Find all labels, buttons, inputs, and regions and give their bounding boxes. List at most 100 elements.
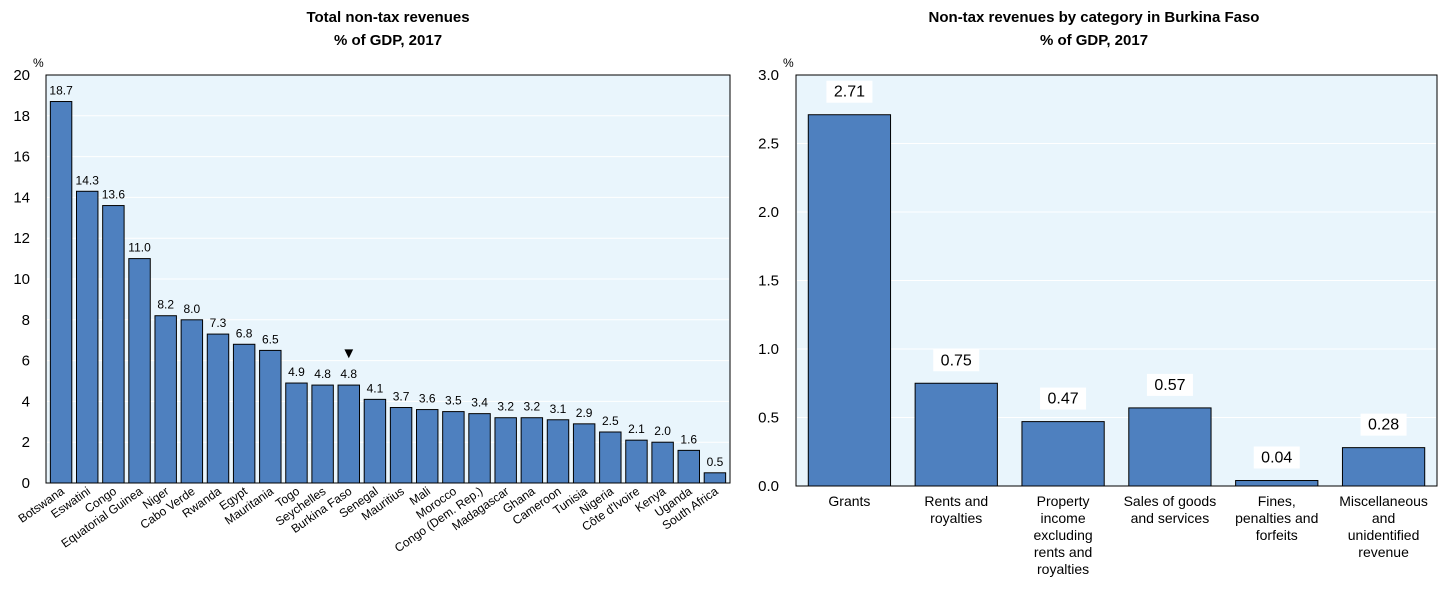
left-bar xyxy=(285,382,308,484)
left-bar xyxy=(651,441,674,484)
left-bar xyxy=(572,423,596,484)
left-bar xyxy=(363,398,387,484)
left-bar xyxy=(337,384,360,484)
right-category-label-line: and xyxy=(1372,510,1395,526)
left-value-label: 4.9 xyxy=(288,365,305,379)
right-bar xyxy=(1021,421,1105,487)
left-chart-total-non-tax-revenues: Total non-tax revenues % of GDP, 2017 % … xyxy=(13,9,731,556)
left-y-tick-label: 2 xyxy=(22,434,30,451)
left-value-label: 14.3 xyxy=(76,173,100,187)
right-y-tick-label: 0.5 xyxy=(758,410,779,427)
right-y-axis: 0.0 0.5 1.0 1.5 2.0 2.5 3.0 xyxy=(758,67,779,495)
left-y-tick-label: 18 xyxy=(13,108,30,125)
left-bar xyxy=(49,101,73,484)
left-value-label: 3.7 xyxy=(393,390,410,404)
right-value-label: 0.47 xyxy=(1048,391,1079,408)
right-category-label-line: Grants xyxy=(828,493,870,509)
right-bar xyxy=(1128,407,1212,487)
right-category-label-line: Miscellaneous xyxy=(1339,493,1428,509)
left-value-labels: 18.7 14.313.6 11.0 8.2 8.0 7.3 6.8 6.5 4.9 4.8 4.8… xyxy=(49,84,723,469)
left-bar xyxy=(494,417,517,484)
left-bar xyxy=(468,413,491,484)
right-category-label-line: unidentified xyxy=(1348,527,1420,543)
right-category-label-line: Fines, xyxy=(1258,493,1296,509)
left-y-tick-label: 20 xyxy=(13,67,30,84)
left-bar xyxy=(259,349,282,484)
left-highlight: ▼ xyxy=(341,345,356,362)
right-category-label-line: royalties xyxy=(1037,561,1089,577)
right-category-labels: Grants Rents androyaltiesPropertyincomeex… xyxy=(828,493,1428,577)
left-value-label: 4.8 xyxy=(314,367,331,381)
left-bar xyxy=(311,384,334,484)
right-y-tick-label: 0.0 xyxy=(758,478,779,495)
left-value-label: 4.1 xyxy=(367,381,384,395)
right-value-label-bg xyxy=(933,349,980,372)
left-value-label: 8.0 xyxy=(184,302,201,316)
right-category-label-line: Sales of goods xyxy=(1124,493,1217,509)
left-bar xyxy=(625,439,648,484)
right-y-unit: % xyxy=(783,56,794,70)
left-bar xyxy=(442,411,465,484)
right-value-label-bg xyxy=(1360,413,1407,436)
right-value-label-bg xyxy=(1146,373,1193,396)
right-y-tick-label: 1.0 xyxy=(758,341,779,358)
left-bar xyxy=(76,190,99,484)
right-category-label-line: royalties xyxy=(930,510,982,526)
right-bar xyxy=(807,114,892,487)
left-chart-subtitle: % of GDP, 2017 xyxy=(334,32,442,49)
left-bar xyxy=(599,431,622,484)
left-value-label: 3.5 xyxy=(445,394,462,408)
right-value-label-bg xyxy=(1253,446,1300,469)
left-bar xyxy=(677,449,700,484)
left-chart-title: Total non-tax revenues xyxy=(306,9,469,26)
left-y-tick-label: 6 xyxy=(22,353,30,370)
right-value-label: 0.28 xyxy=(1368,417,1399,434)
right-category-label-line: and services xyxy=(1131,510,1210,526)
left-value-label: 8.2 xyxy=(157,298,174,312)
right-category-label-line: Rents and xyxy=(924,493,988,509)
right-category-label-line: excluding xyxy=(1034,527,1093,543)
right-bar xyxy=(1341,447,1426,487)
left-y-tick-label: 10 xyxy=(13,271,30,288)
left-bar xyxy=(703,472,727,484)
left-y-axis: 0 2 4 6 8 10 12 14 16 18 20 xyxy=(13,67,30,492)
left-bar xyxy=(154,315,177,484)
right-bar xyxy=(914,382,998,487)
right-y-tick-label: 2.5 xyxy=(758,136,779,153)
right-category-label-line: penalties and xyxy=(1235,510,1318,526)
left-value-label: 3.4 xyxy=(471,396,488,410)
right-value-label: 0.75 xyxy=(941,352,972,369)
left-y-tick-label: 0 xyxy=(22,475,30,492)
left-bar xyxy=(232,343,256,484)
left-value-label: 6.5 xyxy=(262,332,279,346)
right-gridlines xyxy=(797,143,1436,418)
right-y-tick-label: 1.5 xyxy=(758,273,779,290)
right-value-label: 0.04 xyxy=(1261,450,1292,467)
left-value-label: 3.2 xyxy=(497,400,514,414)
left-bar xyxy=(520,417,544,484)
right-chart-burkina-faso-categories: Non-tax revenues by category in Burkina … xyxy=(758,9,1438,577)
right-value-label: 0.57 xyxy=(1154,377,1185,394)
left-value-label: 2.9 xyxy=(576,406,593,420)
right-category-label-line: income xyxy=(1041,510,1086,526)
left-bar xyxy=(546,419,570,484)
left-bar xyxy=(206,333,230,484)
right-bars xyxy=(807,114,1426,487)
right-category-label-line: Property xyxy=(1037,493,1090,509)
left-value-label: 6.8 xyxy=(236,326,253,340)
left-y-tick-label: 14 xyxy=(13,189,30,206)
left-value-label: 4.8 xyxy=(340,367,357,381)
left-value-label: 13.6 xyxy=(102,188,126,202)
right-value-label-bg xyxy=(1040,387,1087,410)
highlight-marker-icon: ▼ xyxy=(341,345,356,362)
left-bar xyxy=(180,319,204,484)
right-value-label: 2.71 xyxy=(834,84,865,101)
left-y-tick-label: 4 xyxy=(22,393,30,410)
left-bars xyxy=(49,101,727,484)
right-y-tick-label: 3.0 xyxy=(758,67,779,84)
left-bar xyxy=(102,205,125,484)
left-y-tick-label: 8 xyxy=(22,312,30,329)
left-value-label: 3.6 xyxy=(419,392,436,406)
